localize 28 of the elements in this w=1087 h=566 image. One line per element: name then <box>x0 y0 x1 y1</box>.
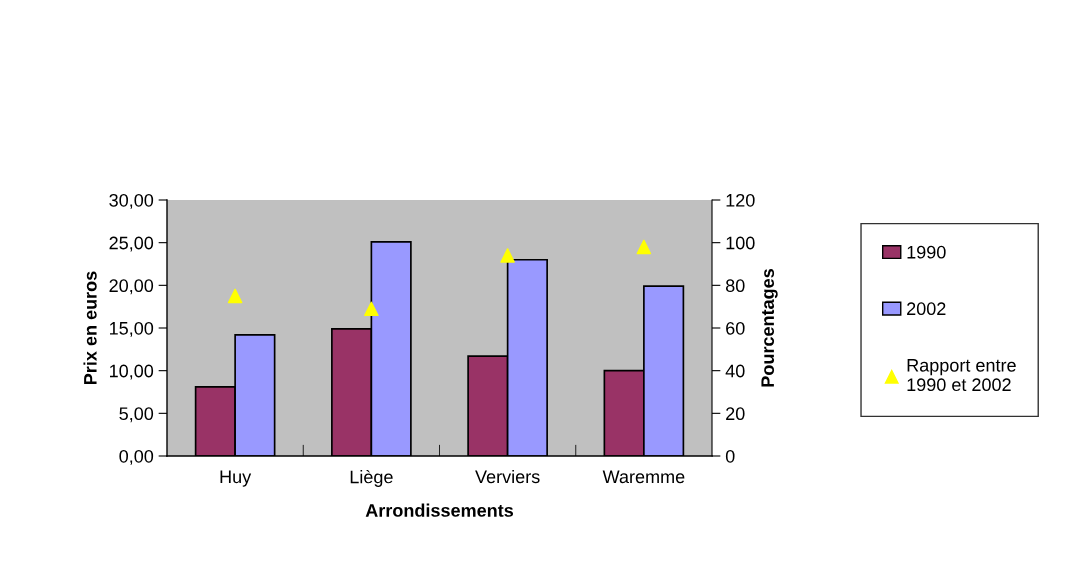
y2-axis-title: Pourcentages <box>761 269 778 387</box>
y2-tick-label: 100 <box>726 236 755 250</box>
y2-tick-label: 120 <box>726 193 755 207</box>
y-tick-label: 5,00 <box>119 407 154 423</box>
x-tick-label: Verviers <box>475 469 540 484</box>
y-tick-label: 25,00 <box>109 236 154 252</box>
point <box>364 301 379 317</box>
y-tick-label: 30,00 <box>109 193 154 209</box>
y-tick-label: 20,00 <box>109 279 154 295</box>
y2-tick-label: 60 <box>726 321 745 335</box>
legend-label: Rapport entre 1990 et 2002 <box>907 359 1016 392</box>
legend-label: 2002 <box>907 302 946 316</box>
point <box>227 288 243 304</box>
x-axis-title: Arrondissements <box>365 503 514 517</box>
y-tick-label: 10,00 <box>110 364 154 380</box>
y2-tick-label: 20 <box>726 407 745 421</box>
x-tick-label: Waremme <box>602 470 685 484</box>
legend-label: 1990 <box>907 245 946 259</box>
point <box>500 248 515 263</box>
y2-tick-label: 80 <box>725 279 745 293</box>
point <box>636 239 652 255</box>
y-axis-title: Prix en euros <box>83 271 97 384</box>
y2-tick-label: 0 <box>725 449 735 463</box>
y-tick-label: 0,00 <box>119 449 154 465</box>
y-tick-label: 15,00 <box>110 321 154 337</box>
y2-tick-label: 40 <box>725 364 745 378</box>
x-tick-label: Liège <box>350 469 393 487</box>
x-tick-label: Huy <box>220 470 252 487</box>
